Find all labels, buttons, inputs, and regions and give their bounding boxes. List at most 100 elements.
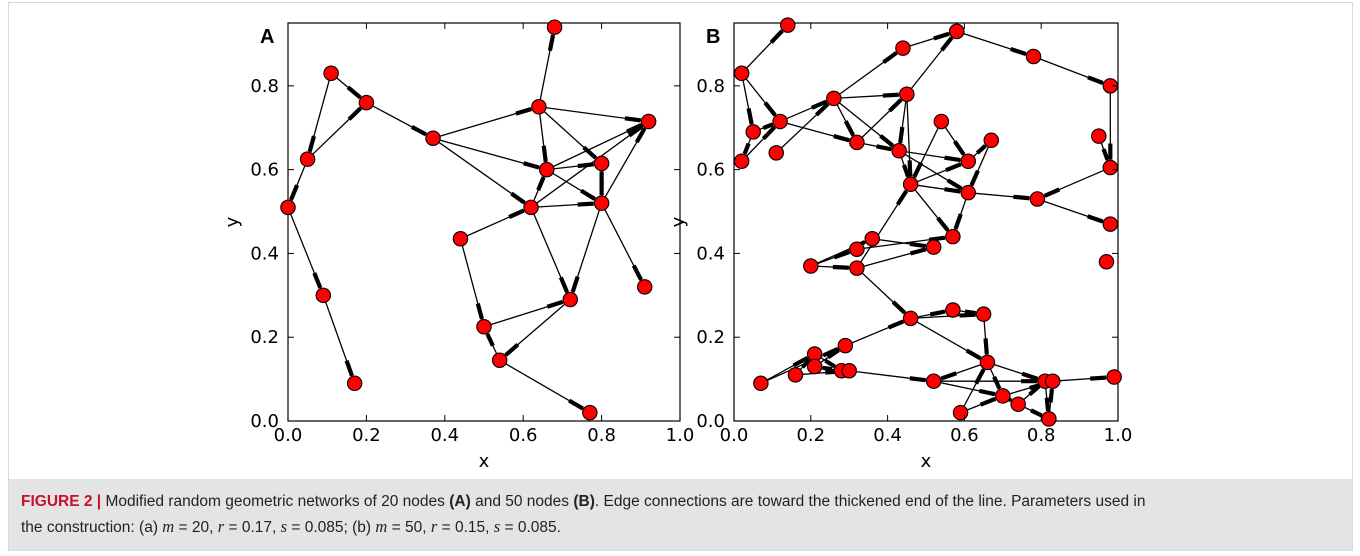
network-node bbox=[1102, 159, 1119, 176]
edge-thick-end bbox=[833, 249, 851, 260]
caption-text-1: Modified random geometric networks of 20… bbox=[105, 493, 445, 510]
network-node bbox=[358, 94, 375, 111]
network-node bbox=[1044, 373, 1061, 389]
axes-frame bbox=[733, 22, 1119, 422]
edge-thick-end bbox=[1030, 408, 1043, 418]
edge-thick-end bbox=[833, 134, 850, 143]
network-node bbox=[787, 367, 804, 383]
edge-thick-end bbox=[1021, 371, 1039, 381]
edge-thick-end bbox=[933, 31, 950, 41]
caption-text-2: . Edge connections are toward the thicke… bbox=[594, 493, 1146, 510]
network-node bbox=[299, 151, 316, 167]
network-node bbox=[346, 375, 363, 392]
network-node bbox=[952, 404, 969, 421]
network-node bbox=[902, 310, 919, 327]
network-node bbox=[1091, 128, 1107, 144]
network-node bbox=[841, 362, 857, 379]
x-tick-label: 0.2 bbox=[352, 425, 381, 446]
edge-thick-end bbox=[1086, 214, 1104, 224]
edge-thick-end bbox=[912, 161, 924, 179]
caption-construction-a: the construction: (a) bbox=[21, 519, 158, 536]
edge-thick-end bbox=[410, 125, 427, 137]
y-axis-label: y bbox=[668, 216, 689, 227]
edge-thick-end bbox=[814, 102, 830, 117]
edge-thick-end bbox=[965, 348, 982, 361]
axes-frame bbox=[287, 22, 681, 422]
edge-thick-end bbox=[580, 188, 596, 201]
ticks-group: 0.0 0.2 0.4 0.6 0.8 1.0 0.0 0.2 0.4 0.6 0.8 bbox=[250, 23, 694, 446]
edge-thick-end bbox=[975, 144, 987, 155]
network-node bbox=[593, 155, 610, 172]
edge-thick-end bbox=[582, 145, 598, 160]
panel-letter: B bbox=[706, 26, 720, 48]
edge-thick-end bbox=[824, 358, 836, 369]
edge-thick-end bbox=[546, 299, 564, 309]
network-node bbox=[948, 23, 965, 40]
edge-thick-end bbox=[964, 309, 976, 316]
y-tick-label: 0.8 bbox=[696, 76, 725, 97]
network-node bbox=[582, 404, 598, 421]
param-b-m: m bbox=[375, 517, 388, 536]
edge-thick-end bbox=[944, 187, 961, 194]
y-axis-label: y bbox=[222, 216, 243, 227]
edge-thick-end bbox=[888, 98, 903, 113]
edge-thick-end bbox=[346, 85, 362, 100]
network-node bbox=[1025, 48, 1042, 65]
edge-thick-end bbox=[1043, 187, 1061, 198]
x-tick-label: 0.6 bbox=[509, 425, 538, 446]
x-axis-label: x bbox=[921, 451, 932, 472]
edge-thick-end bbox=[929, 309, 946, 317]
edge-thick-end bbox=[1087, 75, 1104, 85]
edge-thick-end bbox=[882, 51, 898, 64]
network-node bbox=[945, 302, 961, 318]
param-b-m-value: = 50, bbox=[391, 519, 427, 536]
edge-thick-end bbox=[475, 303, 484, 320]
panel-letter: A bbox=[260, 26, 274, 48]
param-a-r: r bbox=[217, 517, 225, 536]
edge-thick-end bbox=[1101, 148, 1110, 161]
edge-thick-end bbox=[547, 34, 556, 52]
network-node bbox=[315, 287, 332, 304]
edge-thick-end bbox=[570, 276, 580, 293]
network-node bbox=[768, 145, 784, 161]
network-node bbox=[837, 337, 854, 354]
network-node bbox=[1041, 411, 1057, 427]
edge-thick-end bbox=[887, 319, 905, 330]
edge-thick-end bbox=[1090, 375, 1107, 381]
network-node bbox=[925, 239, 942, 255]
network-node bbox=[933, 113, 950, 130]
param-a-m: m bbox=[162, 517, 175, 536]
edge-thick-end bbox=[876, 144, 892, 152]
x-tick-label: 0.0 bbox=[720, 425, 749, 446]
network-node bbox=[772, 113, 788, 130]
edge-thick-end bbox=[969, 169, 980, 187]
network-node bbox=[593, 195, 610, 211]
edge-thick-end bbox=[940, 371, 958, 381]
edge-thick-end bbox=[895, 189, 909, 206]
edge-thick-end bbox=[746, 107, 754, 125]
network-node bbox=[995, 388, 1011, 404]
nodes-group bbox=[280, 19, 657, 421]
network-node bbox=[425, 130, 441, 146]
param-a-r-value: = 0.17, bbox=[228, 519, 277, 536]
y-tick-label: 0.6 bbox=[250, 160, 279, 181]
network-node bbox=[1029, 191, 1046, 207]
edge-thick-end bbox=[953, 140, 966, 156]
nodes-group bbox=[733, 17, 1122, 427]
y-tick-label: 0.6 bbox=[696, 160, 725, 181]
param-a-s: s bbox=[280, 517, 288, 536]
edge-thick-end bbox=[936, 216, 950, 232]
edge-thick-end bbox=[946, 178, 963, 191]
edge-thick-end bbox=[792, 355, 809, 368]
edge-thick-end bbox=[515, 107, 532, 116]
network-node bbox=[849, 134, 865, 151]
network-node bbox=[945, 228, 961, 245]
edge-thick-end bbox=[953, 213, 963, 230]
network-node bbox=[562, 291, 578, 308]
network-edge bbox=[287, 158, 309, 208]
network-node bbox=[531, 99, 547, 115]
edge-thick-end bbox=[485, 333, 495, 347]
edge-thick-end bbox=[631, 264, 643, 281]
edge-thick-end bbox=[628, 124, 644, 138]
param-a-s-value: = 0.085; bbox=[291, 519, 348, 536]
